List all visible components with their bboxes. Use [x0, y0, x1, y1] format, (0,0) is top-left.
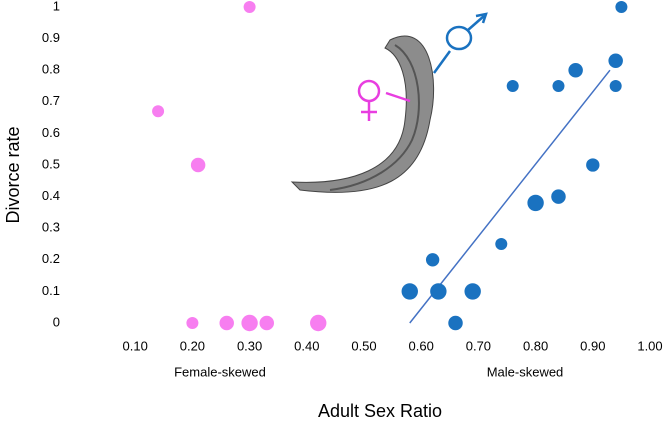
point [219, 315, 234, 331]
x-tick-label: 1.00 [637, 338, 662, 353]
point [430, 283, 447, 300]
annotation: Female-skewed [174, 364, 266, 379]
point [551, 189, 566, 204]
point [552, 80, 565, 92]
point [568, 62, 583, 78]
x-tick-label: 0.50 [351, 338, 376, 353]
point [506, 80, 519, 92]
y-tick-label: 0.1 [42, 283, 60, 298]
y-tick-label: 0.2 [42, 251, 60, 266]
y-tick-label: 0.8 [42, 62, 60, 77]
point [241, 314, 258, 332]
x-tick-label: 0.10 [123, 338, 148, 353]
point [401, 283, 418, 300]
x-tick-label: 0.20 [180, 338, 205, 353]
point [243, 1, 256, 13]
x-tick-label: 0.40 [294, 338, 319, 353]
x-tick-label: 0.70 [466, 338, 491, 353]
point [448, 315, 463, 331]
point [586, 158, 600, 172]
point [609, 80, 622, 92]
point [495, 238, 508, 250]
x-tick-label: 0.90 [580, 338, 605, 353]
y-tick-label: 0 [53, 314, 60, 329]
x-axis-label: Adult Sex Ratio [318, 401, 442, 421]
annotation: Male-skewed [487, 364, 564, 379]
point [186, 317, 199, 329]
y-axis-label: Divorce rate [3, 126, 23, 223]
point [527, 194, 544, 212]
worm-illustration [290, 35, 435, 193]
female-symbol [357, 79, 411, 121]
y-tick-label: 0.4 [42, 188, 60, 203]
y-tick-label: 0.9 [42, 30, 60, 45]
point [425, 253, 440, 267]
y-tick-label: 0.7 [42, 93, 60, 108]
male-symbol [432, 12, 488, 74]
y-tick-label: 0.6 [42, 125, 60, 140]
y-tick-label: 0.3 [42, 220, 60, 235]
point [152, 105, 165, 118]
x-tick-label: 0.80 [523, 338, 548, 353]
point [259, 315, 275, 331]
y-tick-label: 1 [53, 0, 60, 13]
point [190, 157, 206, 173]
point [608, 53, 623, 68]
point [310, 314, 327, 332]
x-tick-label: 0.30 [237, 338, 262, 353]
x-tick-label: 0.60 [409, 338, 434, 353]
y-tick-label: 0.5 [42, 156, 60, 171]
trend-line [409, 69, 611, 324]
point [464, 283, 481, 300]
point [615, 1, 628, 13]
